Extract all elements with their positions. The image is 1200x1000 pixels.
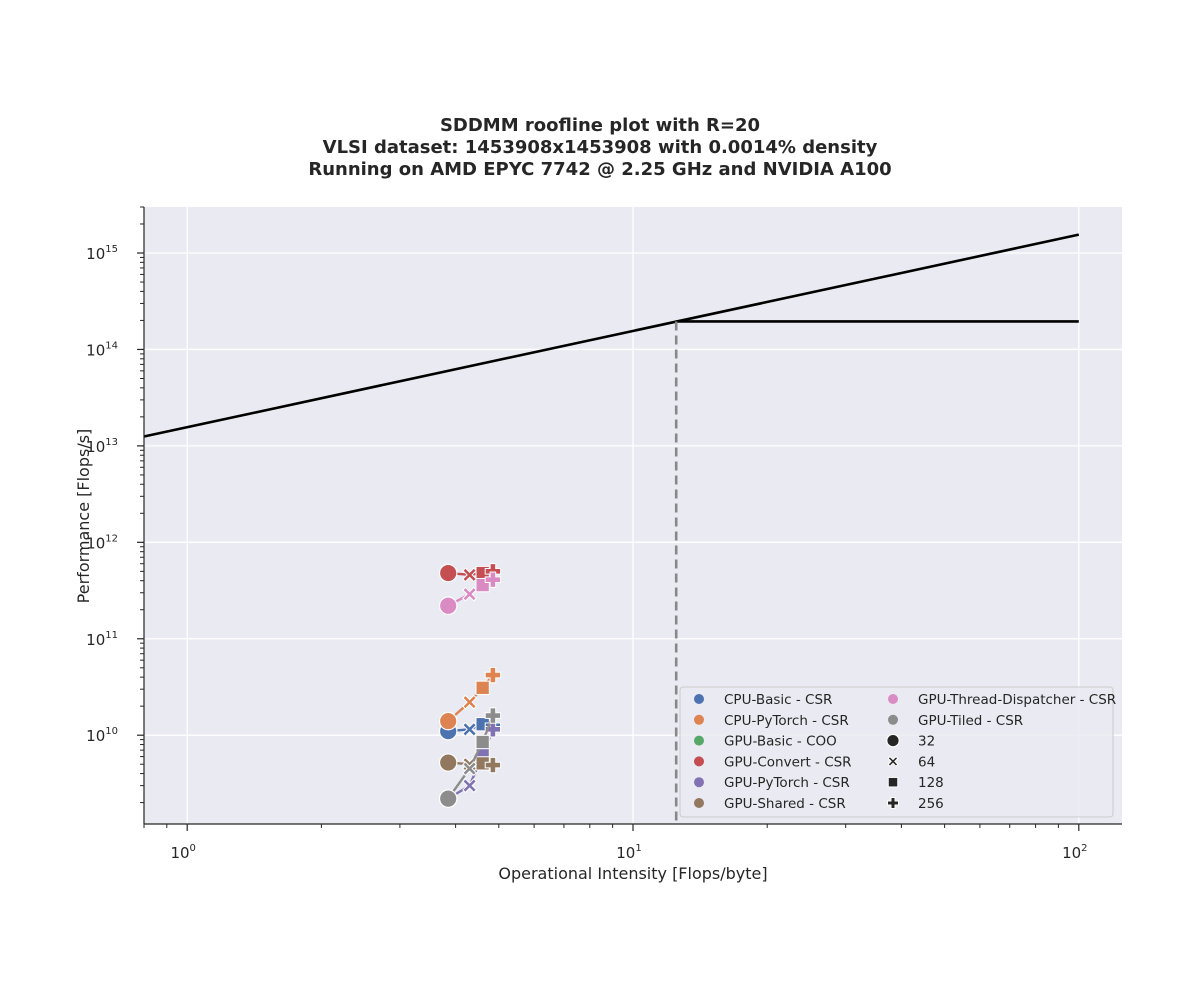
legend-box xyxy=(679,686,1114,818)
data-point xyxy=(484,721,502,738)
legend-marker xyxy=(694,735,704,746)
legend-marker xyxy=(888,714,898,725)
legend-label: 256 xyxy=(918,796,944,812)
legend-marker xyxy=(694,694,704,704)
y-tick-label: 1013 xyxy=(86,437,118,456)
legend-marker xyxy=(887,797,899,809)
chart-title-line-2: VLSI dataset: 1453908x1453908 with 0.001… xyxy=(322,137,878,158)
data-point xyxy=(484,666,502,684)
legend-label: GPU-Basic - COO xyxy=(724,734,837,750)
data-point xyxy=(438,711,458,731)
legend-marker xyxy=(886,733,900,748)
chart-title-line-3: Running on AMD EPYC 7742 @ 2.25 GHz and … xyxy=(308,159,892,180)
legend-marker xyxy=(887,776,899,788)
data-point xyxy=(438,789,458,808)
y-axis-label: Performance [Flops/s] xyxy=(74,429,93,604)
legend-label: CPU-Basic - CSR xyxy=(724,692,832,708)
legend: CPU-Basic - CSR CPU-PyTorch - CSR GPU-Basi… xyxy=(679,686,1116,818)
series-cpu-pytorch-csr xyxy=(438,666,502,731)
data-point xyxy=(462,761,478,777)
roofline xyxy=(143,233,1080,824)
legend-label: GPU-Tiled - CSR xyxy=(918,713,1023,729)
data-point xyxy=(484,756,502,774)
x-tick-label: 102 xyxy=(1062,843,1087,862)
legend-label: CPU-PyTorch - CSR xyxy=(724,713,849,729)
legend-marker xyxy=(694,798,704,808)
data-point xyxy=(484,707,502,724)
y-tick-label: 1014 xyxy=(86,340,118,359)
data-point xyxy=(484,571,502,588)
data-point xyxy=(462,721,478,737)
data-point xyxy=(475,680,490,695)
legend-marker xyxy=(694,756,704,767)
x-tick-label: 101 xyxy=(616,843,641,862)
data-point xyxy=(438,563,458,583)
y-tick-label: 1015 xyxy=(86,244,118,263)
y-tick-label: 1012 xyxy=(86,533,118,552)
legend-marker xyxy=(694,714,704,725)
series-gpu-tiled-csr xyxy=(438,707,502,808)
data-series xyxy=(438,563,502,808)
data-point xyxy=(462,586,478,602)
chart-title-line-1: SDDMM roofline plot with R=20 xyxy=(439,115,761,136)
legend-label: GPU-PyTorch - CSR xyxy=(724,775,850,791)
legend-label: GPU-Thread-Dispatcher - CSR xyxy=(918,692,1116,708)
legend-marker xyxy=(694,777,704,788)
legend-marker xyxy=(887,755,899,767)
memory-bound-line xyxy=(143,233,1080,438)
data-point xyxy=(462,567,478,583)
legend-marker xyxy=(888,694,898,704)
legend-label: 128 xyxy=(918,775,944,791)
data-point xyxy=(462,694,478,710)
legend-label: GPU-Convert - CSR xyxy=(724,754,852,770)
series-line xyxy=(447,715,495,800)
series-gpu-thread-dispatcher-csr xyxy=(438,571,502,616)
x-tick-label: 100 xyxy=(170,843,195,862)
y-tick-label: 1010 xyxy=(86,726,118,745)
data-point xyxy=(475,734,490,750)
data-point xyxy=(438,753,458,772)
legend-label: 32 xyxy=(918,734,935,750)
x-axis-label: Operational Intensity [Flops/byte] xyxy=(498,864,767,883)
axis-ticks: 100 101 102 1010 1011 1012 1013 1014 1015 xyxy=(86,206,1088,862)
y-tick-label: 1011 xyxy=(86,630,118,649)
data-point xyxy=(438,596,458,616)
legend-label: GPU-Shared - CSR xyxy=(724,796,846,812)
legend-label: 64 xyxy=(918,754,935,770)
grid-lines xyxy=(144,207,1122,824)
data-point xyxy=(462,778,478,794)
